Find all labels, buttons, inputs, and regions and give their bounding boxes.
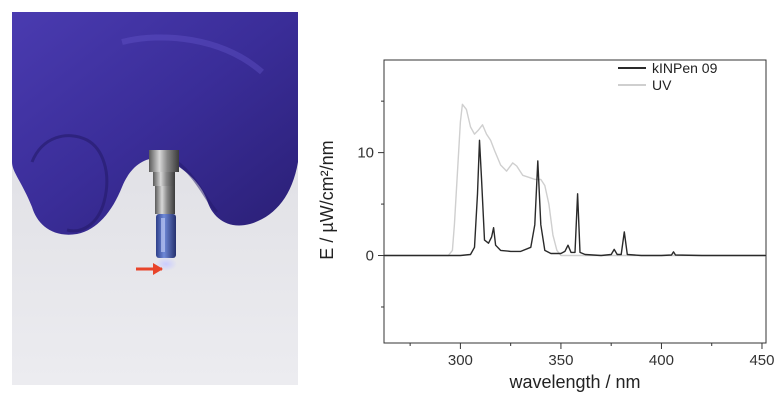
x-tick-label: 400 <box>649 352 674 369</box>
plot-frame <box>383 59 767 344</box>
plasma-jet-photo <box>12 12 298 385</box>
photo-illustration <box>12 12 298 385</box>
gloved-hand-icon <box>12 12 298 235</box>
legend-label: UV <box>652 77 672 93</box>
y-tick-label: 0 <box>366 248 374 265</box>
red-arrow-icon <box>136 263 163 275</box>
y-tick-label: 10 <box>357 145 374 162</box>
series-layer <box>384 103 766 257</box>
x-tick-label: 350 <box>548 352 573 369</box>
series-line-kinpen-09 <box>384 139 766 257</box>
x-tick-label: 300 <box>448 352 473 369</box>
y-axis-label: E / µW/cm²/nm <box>317 140 337 259</box>
series-line-uv <box>384 103 766 257</box>
plasma-jet-device-icon <box>149 150 179 258</box>
axis-ticks: 300 350 400 450 0 10 <box>357 100 774 369</box>
x-axis-label: wavelength / nm <box>508 372 640 392</box>
spectrum-chart: 300 350 400 450 0 10 kINPen 09 UV wavelength /… <box>300 0 778 397</box>
x-tick-label: 450 <box>749 352 774 369</box>
legend-label: kINPen 09 <box>652 60 718 76</box>
